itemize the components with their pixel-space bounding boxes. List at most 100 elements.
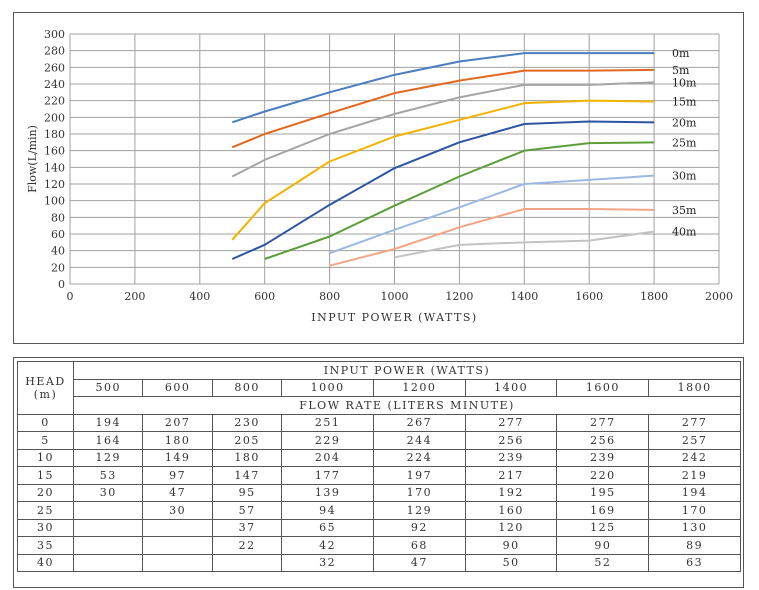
flow-cell: 180 [142,431,213,450]
flow-cell [72,536,144,555]
series-label: 20m [672,116,697,129]
y-tick-label: 40 [51,245,65,258]
flow-cell [142,553,213,572]
table-row: 30 37 65 92 120 125 130 [17,518,741,537]
flow-cell: 30 [142,501,213,520]
head-header: HEAD (m) [17,361,74,415]
table-row: 15 53 97 147 177 197 217 220 219 [17,466,741,485]
flow-cell: 194 [72,413,144,432]
y-tick-label: 20 [51,261,65,274]
flow-cell [211,553,283,572]
flow-cell: 90 [556,536,650,555]
y-tick-label: 0 [58,278,65,291]
y-tick-label: 120 [44,178,65,191]
flow-cell [72,553,144,572]
flow-cell: 90 [464,536,558,555]
table-row: 0 194 207 230 251 267 277 277 277 [17,413,741,432]
flow-cell: 230 [211,413,283,432]
series-line-15m [231,99,655,241]
flow-cell: 177 [281,466,375,485]
flow-cell: 229 [281,431,375,450]
head-label: HEAD [25,374,66,388]
flow-cell: 239 [556,448,650,467]
flow-cell: 53 [72,466,144,485]
series-label: 35m [672,204,697,217]
head-cell: 20 [17,483,74,502]
head-cell: 0 [17,413,74,432]
series-line-30m [329,174,655,255]
flow-cell: 194 [648,483,741,502]
flow-cell [72,501,144,520]
table-panel: HEAD (m) INPUT POWER (WATTS) 500 600 800 100… [13,357,744,588]
y-tick-label: 100 [44,195,65,208]
x-tick-label: 400 [189,290,210,303]
flow-cell: 47 [142,483,213,502]
flow-cell: 139 [281,483,375,502]
flow-cell: 164 [72,431,144,450]
x-tick-label: 1600 [575,290,603,303]
x-tick-label: 600 [254,290,275,303]
flow-cell: 120 [464,518,558,537]
table-row: 5 164 180 205 229 244 256 256 257 [17,431,741,450]
y-axis-label: Flow(L/min) [26,125,39,193]
flow-cell: 130 [648,518,741,537]
y-tick-label: 180 [44,128,65,141]
flow-cell: 192 [464,483,558,502]
flow-cell: 256 [464,431,558,450]
head-cell: 5 [17,431,74,450]
power-column-header: 600 [142,378,213,397]
x-tick-label: 1200 [445,290,473,303]
flow-cell: 204 [281,448,375,467]
series-label: 10m [672,76,697,89]
head-cell: 30 [17,518,74,537]
flow-cell: 256 [556,431,650,450]
flow-cell: 220 [556,466,650,485]
power-column-header: 1000 [281,378,375,397]
flow-cell: 42 [281,536,375,555]
flow-cell: 239 [464,448,558,467]
flow-cell: 47 [373,553,466,572]
table-row: 40 32 47 50 52 63 [17,553,741,572]
series-line-0m [231,52,655,124]
flow-cell: 180 [211,448,283,467]
flow-cell: 63 [648,553,741,572]
flow-cell: 89 [648,536,741,555]
x-tick-label: 2000 [705,290,733,303]
flow-cell: 197 [373,466,466,485]
series-line-25m [264,141,655,260]
power-column-header: 1400 [464,378,558,397]
flow-cell: 224 [373,448,466,467]
y-tick-label: 140 [44,161,65,174]
table-row: 20 30 47 95 139 170 192 195 194 [17,483,741,502]
flow-cell: 37 [211,518,283,537]
flow-cell: 32 [281,553,375,572]
table-row: 25 30 57 94 129 160 169 170 [17,501,741,520]
flow-cell: 267 [373,413,466,432]
y-tick-label: 240 [44,78,65,91]
series-line-40m [394,230,655,259]
head-cell: 15 [17,466,74,485]
flow-cell: 257 [648,431,741,450]
flow-cell: 251 [281,413,375,432]
table-row: 10 129 149 180 204 224 239 239 242 [17,448,741,467]
x-tick-label: 1000 [381,290,409,303]
x-axis-label: INPUT POWER (WATTS) [311,311,477,324]
flow-cell: 170 [373,483,466,502]
flow-cell: 242 [648,448,741,467]
head-cell: 40 [17,553,74,572]
series-line-5m [231,68,655,149]
flow-cell: 129 [373,501,466,520]
flow-cell: 65 [281,518,375,537]
series-line-20m [231,120,655,260]
power-column-header: 1200 [373,378,466,397]
flow-cell: 50 [464,553,558,572]
head-cell: 35 [17,536,74,555]
y-tick-label: 220 [44,95,65,108]
x-tick-label: 1400 [510,290,538,303]
flow-cell: 244 [373,431,466,450]
flow-cell: 30 [72,483,144,502]
x-tick-label: 200 [124,290,145,303]
power-column-header: 1600 [556,378,650,397]
flow-cell [142,536,213,555]
y-tick-label: 300 [44,28,65,41]
